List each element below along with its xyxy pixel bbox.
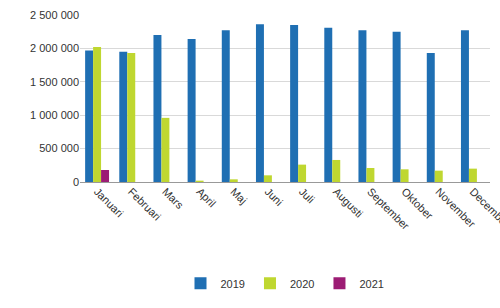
svg-text:1 000 000: 1 000 000 xyxy=(30,109,79,121)
svg-text:September: September xyxy=(365,185,412,232)
svg-text:Juni: Juni xyxy=(263,185,286,208)
svg-text:2 500 000: 2 500 000 xyxy=(30,9,79,21)
svg-text:1 500 000: 1 500 000 xyxy=(30,76,79,88)
svg-text:April: April xyxy=(194,185,218,209)
svg-text:500 000: 500 000 xyxy=(39,142,79,154)
svg-text:2 000 000: 2 000 000 xyxy=(30,42,79,54)
svg-text:2021: 2021 xyxy=(359,278,383,290)
svg-text:Februari: Februari xyxy=(126,185,163,222)
svg-text:Januari: Januari xyxy=(92,185,126,219)
svg-text:Oktober: Oktober xyxy=(399,185,435,221)
svg-text:2019: 2019 xyxy=(221,278,245,290)
svg-text:Juli: Juli xyxy=(297,185,317,205)
svg-text:0: 0 xyxy=(73,176,79,188)
svg-text:Maj: Maj xyxy=(228,185,249,206)
svg-text:Augusti: Augusti xyxy=(331,185,365,219)
svg-text:December: December xyxy=(468,185,500,230)
svg-text:November: November xyxy=(433,185,478,230)
svg-text:2020: 2020 xyxy=(290,278,314,290)
svg-text:Mars: Mars xyxy=(160,185,186,211)
